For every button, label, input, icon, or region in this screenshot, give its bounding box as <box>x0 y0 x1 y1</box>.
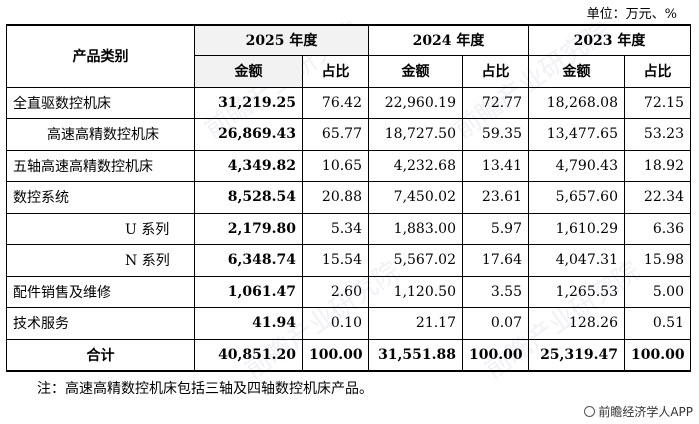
amount-cell: 4,047.31 <box>528 244 625 277</box>
ratio-cell: 0.51 <box>624 307 691 340</box>
amount-cell: 6,348.74 <box>194 244 303 277</box>
brand-logo-icon <box>584 406 596 417</box>
ratio-header: 占比 <box>462 54 529 88</box>
amount-cell: 26,869.43 <box>194 118 303 151</box>
amount-cell: 2,179.80 <box>194 212 303 245</box>
amount-cell: 40,851.20 <box>194 338 303 371</box>
amount-cell: 21.17 <box>368 307 463 340</box>
amount-cell: 18,268.08 <box>528 86 625 119</box>
amount-cell: 13,477.65 <box>528 118 625 151</box>
amount-cell: 128.26 <box>528 307 625 340</box>
amount-cell: 1,120.50 <box>368 275 463 308</box>
header-row-years: 产品类别 2025 年度 2024 年度 2023 年度 <box>6 24 691 88</box>
amount-cell: 1,265.53 <box>528 275 625 308</box>
ratio-cell: 5.34 <box>302 212 369 245</box>
ratio-cell: 17.64 <box>462 244 529 277</box>
ratio-cell: 76.42 <box>302 86 369 119</box>
amount-header: 金额 <box>194 54 303 88</box>
ratio-cell: 59.35 <box>462 118 529 151</box>
amount-cell: 4,790.43 <box>528 149 625 182</box>
ratio-cell: 15.98 <box>624 244 691 277</box>
category-cell: 五轴高速高精数控机床 <box>6 149 195 182</box>
ratio-cell: 100.00 <box>462 338 529 371</box>
ratio-header: 占比 <box>302 54 369 88</box>
category-cell: N 系列 <box>6 244 195 277</box>
year-header-2024: 2024 年度 <box>368 24 529 56</box>
table-row: 高速高精数控机床 26,869.43 65.77 18,727.50 59.35 13,4… <box>6 118 691 151</box>
table-row: 技术服务 41.94 0.10 21.17 0.07 128.26 0.51 <box>6 307 691 340</box>
amount-cell: 1,061.47 <box>194 275 303 308</box>
table-row: 全直驱数控机床 31,219.25 76.42 22,960.19 72.77 18,26… <box>6 86 691 119</box>
year-header-2025: 2025 年度 <box>194 24 369 56</box>
ratio-cell: 2.60 <box>302 275 369 308</box>
ratio-cell: 18.92 <box>624 149 691 182</box>
amount-cell: 18,727.50 <box>368 118 463 151</box>
ratio-cell: 20.88 <box>302 181 369 214</box>
brand-text: 前瞻经济学人APP <box>598 405 693 419</box>
year-header-2023: 2023 年度 <box>528 24 691 56</box>
ratio-cell: 0.07 <box>462 307 529 340</box>
amount-cell: 1,883.00 <box>368 212 463 245</box>
header-row-metrics: 金额 占比 金额 占比 金额 占比 <box>7 54 691 88</box>
category-cell: 配件销售及维修 <box>6 275 195 308</box>
total-row: 合计 40,851.20 100.00 31,551.88 100.00 25,319.4… <box>6 338 691 371</box>
ratio-cell: 13.41 <box>462 149 529 182</box>
amount-cell: 1,610.29 <box>528 212 625 245</box>
amount-cell: 8,528.54 <box>194 181 303 214</box>
amount-cell: 5,567.02 <box>368 244 463 277</box>
ratio-cell: 10.65 <box>302 149 369 182</box>
ratio-header: 占比 <box>624 54 691 88</box>
amount-cell: 22,960.19 <box>368 86 463 119</box>
ratio-cell: 15.54 <box>302 244 369 277</box>
category-cell: 全直驱数控机床 <box>6 86 195 119</box>
ratio-cell: 53.23 <box>624 118 691 151</box>
brand-credit: 前瞻经济学人APP <box>584 403 693 420</box>
category-cell: U 系列 <box>6 212 195 245</box>
category-cell: 合计 <box>6 338 195 371</box>
ratio-cell: 72.77 <box>462 86 529 119</box>
footnote: 注：高速高精数控机床包括三轴及四轴数控机床产品。 <box>37 381 373 397</box>
table-row: 五轴高速高精数控机床 4,349.82 10.65 4,232.68 13.41 4,79… <box>6 149 691 182</box>
table-row: U 系列 2,179.80 5.34 1,883.00 5.97 1,610.29 6.36 <box>6 212 691 245</box>
ratio-cell: 6.36 <box>624 212 691 245</box>
category-cell: 数控系统 <box>6 181 195 214</box>
ratio-cell: 23.61 <box>462 181 529 214</box>
table-row: 数控系统 8,528.54 20.88 7,450.02 23.61 5,657.60 22… <box>6 181 691 214</box>
amount-cell: 25,319.47 <box>528 338 625 371</box>
ratio-cell: 3.55 <box>462 275 529 308</box>
amount-header: 金额 <box>528 54 625 88</box>
amount-cell: 41.94 <box>194 307 303 340</box>
category-cell: 技术服务 <box>6 307 195 340</box>
table-row: 配件销售及维修 1,061.47 2.60 1,120.50 3.55 1,265.53 5… <box>6 275 691 308</box>
ratio-cell: 100.00 <box>302 338 369 371</box>
amount-cell: 31,219.25 <box>194 86 303 119</box>
table-row: N 系列 6,348.74 15.54 5,567.02 17.64 4,047.31 15… <box>6 244 691 277</box>
unit-label: 单位：万元、% <box>586 7 677 22</box>
ratio-cell: 65.77 <box>302 118 369 151</box>
category-cell: 高速高精数控机床 <box>6 118 195 151</box>
amount-header: 金额 <box>368 54 463 88</box>
category-header: 产品类别 <box>6 24 195 88</box>
ratio-cell: 22.34 <box>624 181 691 214</box>
amount-cell: 7,450.02 <box>368 181 463 214</box>
amount-cell: 4,232.68 <box>368 149 463 182</box>
amount-cell: 4,349.82 <box>194 149 303 182</box>
ratio-cell: 5.97 <box>462 212 529 245</box>
amount-cell: 5,657.60 <box>528 181 625 214</box>
revenue-table: 产品类别 2025 年度 2024 年度 2023 年度 金额 占比 金额 占比… <box>6 24 691 372</box>
ratio-cell: 5.00 <box>624 275 691 308</box>
amount-cell: 31,551.88 <box>368 338 463 371</box>
ratio-cell: 100.00 <box>624 338 691 371</box>
ratio-cell: 0.10 <box>302 307 369 340</box>
ratio-cell: 72.15 <box>624 86 691 119</box>
